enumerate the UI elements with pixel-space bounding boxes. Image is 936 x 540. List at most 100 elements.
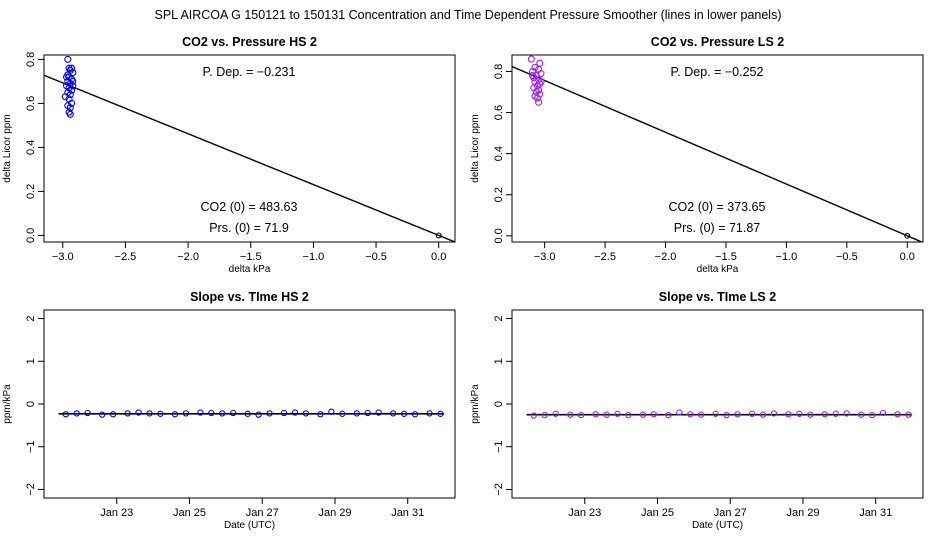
data-point <box>770 410 778 417</box>
data-point <box>302 410 310 417</box>
data-point <box>400 410 408 417</box>
y-tick-label: −2 <box>25 483 37 496</box>
x-tick-label: −3.0 <box>534 251 556 263</box>
data-point <box>807 411 814 418</box>
data-point <box>390 410 397 417</box>
data-point <box>64 55 72 63</box>
plot-frame <box>43 309 456 499</box>
data-point <box>66 104 74 112</box>
data-point <box>68 99 76 107</box>
data-point <box>353 410 360 417</box>
data-point <box>665 411 672 419</box>
data-point <box>785 411 792 418</box>
data-point <box>69 77 77 85</box>
figure-title: SPL AIRCOA G 150121 to 150131 Concentrat… <box>155 8 782 22</box>
x-tick-label: Jan 25 <box>641 507 674 519</box>
data-point <box>171 411 179 418</box>
data-point <box>687 411 694 418</box>
data-point <box>759 411 767 418</box>
y-tick-label: 0 <box>493 401 505 407</box>
data-point <box>894 411 901 418</box>
pressure-dependence-label: P. Dep. = −0.252 <box>671 65 764 79</box>
x-tick-label: −1.5 <box>240 251 262 263</box>
y-tick-label: −1 <box>25 440 37 453</box>
data-point <box>592 411 599 418</box>
data-point <box>541 411 548 419</box>
data-point <box>61 93 69 101</box>
origin-point <box>904 232 911 239</box>
data-point <box>843 410 850 417</box>
chart-co2-pressure-hs: CO2 vs. Pressure HS 2 −3.0 −2.5 −2.0 −1.5 −1.… <box>2 35 456 275</box>
data-point <box>868 411 876 419</box>
y-tick-label: 0.0 <box>25 228 37 243</box>
y-tick-label: 0 <box>25 401 37 407</box>
y-tick-label: 1 <box>493 358 505 364</box>
y-tick-label: 0.6 <box>493 105 505 120</box>
y-tick-label: 0.4 <box>25 140 37 155</box>
data-point <box>109 411 117 418</box>
x-tick-label: −3.0 <box>52 251 74 263</box>
data-point <box>796 410 803 417</box>
panel-title: CO2 vs. Pressure HS 2 <box>182 35 317 49</box>
data-point <box>858 411 865 418</box>
data-point <box>411 411 419 418</box>
x-tick-label: Jan 29 <box>318 507 351 519</box>
data-point <box>577 411 585 419</box>
data-point <box>364 409 371 417</box>
y-tick-label: 0.2 <box>493 187 505 202</box>
x-axis-label: delta kPa <box>229 264 271 275</box>
x-tick-label: −1.5 <box>715 251 737 263</box>
panel-title: Slope vs. TIme LS 2 <box>659 290 776 304</box>
x-tick-label: −0.5 <box>836 251 858 263</box>
data-point <box>255 411 262 418</box>
y-tick-label: 0.0 <box>493 228 505 243</box>
x-tick-label: Jan 27 <box>246 507 279 519</box>
data-point <box>712 410 719 417</box>
data-point <box>146 410 153 417</box>
y-tick-label: 0.2 <box>25 184 37 199</box>
plot-area <box>58 408 445 418</box>
co2-zero-label: CO2 (0) = 373.65 <box>669 200 766 214</box>
data-point <box>229 409 237 417</box>
data-point <box>697 411 705 418</box>
data-point <box>64 71 72 79</box>
plot-frame <box>43 54 456 243</box>
pressure-dependence-label: P. Dep. = −0.231 <box>203 65 296 79</box>
co2-zero-label: CO2 (0) = 483.63 <box>201 200 298 214</box>
data-point <box>426 410 433 417</box>
chart-co2-pressure-ls: CO2 vs. Pressure LS 2 −3.0 −2.5 −2.0 −1.5 −1.… <box>470 35 924 275</box>
data-point <box>650 411 657 418</box>
x-tick-label: Jan 25 <box>173 507 206 519</box>
plot-area <box>526 409 913 419</box>
data-point <box>748 410 756 417</box>
data-point <box>530 412 537 419</box>
data-point <box>879 409 887 417</box>
y-tick-label: 2 <box>493 315 505 321</box>
fit-line <box>512 65 923 242</box>
data-point <box>135 409 142 416</box>
x-tick-label: 0.0 <box>900 251 915 263</box>
data-point <box>537 78 545 86</box>
x-tick-label: −1.0 <box>776 251 798 263</box>
data-point <box>375 409 382 416</box>
x-tick-label: −1.0 <box>303 251 325 263</box>
plot-area <box>44 55 455 242</box>
chart-slope-time-ls: Slope vs. TIme LS 2 Jan 23 Jan 25 Jan 27 Jan… <box>470 290 924 531</box>
data-point <box>244 410 251 417</box>
data-point <box>533 94 541 102</box>
data-point <box>317 411 324 418</box>
x-axis-label: Date (UTC) <box>692 520 743 531</box>
data-point <box>328 408 335 415</box>
data-point <box>84 409 91 417</box>
x-tick-label: Jan 31 <box>391 507 424 519</box>
data-point <box>73 410 80 417</box>
y-axis-label: ppm/kPa <box>470 384 481 424</box>
data-point <box>639 411 647 418</box>
data-point <box>291 409 299 416</box>
x-tick-label: Jan 29 <box>786 507 819 519</box>
y-axis-label: delta Licor ppm <box>2 114 13 182</box>
data-point <box>567 411 574 418</box>
data-point <box>208 409 215 417</box>
y-tick-label: 0.4 <box>493 146 505 161</box>
